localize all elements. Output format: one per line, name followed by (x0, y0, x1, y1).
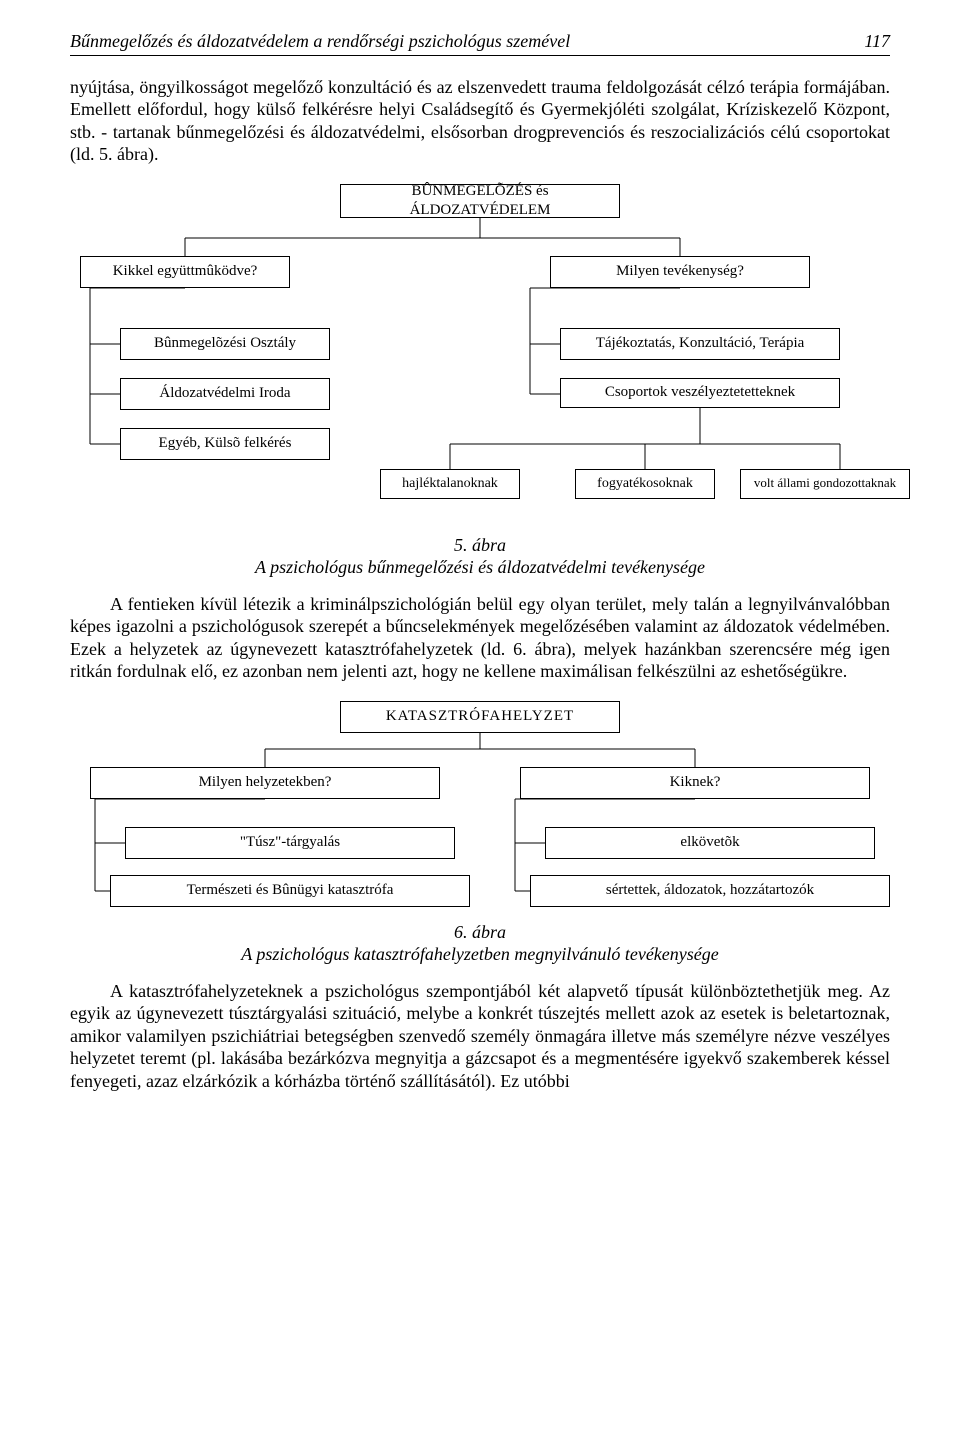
figure-5-caption: 5. ábra A pszichológus bűnmegelőzési és … (70, 534, 890, 579)
fig5-left-3: Egyéb, Külsõ felkérés (120, 428, 330, 460)
fig6-left-2: Természeti és Bûnügyi katasztrófa (110, 875, 470, 907)
fig5-right-2: Csoportok veszélyeztetetteknek (560, 378, 840, 408)
fig6-left-question: Milyen helyzetekben? (90, 767, 440, 799)
fig5-left-1: Bûnmegelõzési Osztály (120, 328, 330, 360)
figure-5-title: A pszichológus bűnmegelőzési és áldozatv… (255, 557, 705, 577)
fig5-right-question: Milyen tevékenység? (550, 256, 810, 288)
figure-6-caption: 6. ábra A pszichológus katasztrófahelyze… (70, 921, 890, 966)
paragraph-1: nyújtása, öngyilkosságot megelőző konzul… (70, 76, 890, 166)
paragraph-3: A katasztrófahelyzeteknek a pszichológus… (70, 980, 890, 1093)
running-title: Bűnmegelőzés és áldozatvédelem a rendőrs… (70, 30, 570, 53)
fig5-leaf-3: volt állami gondozottaknak (740, 469, 910, 499)
fig5-leaf-2: fogyatékosoknak (575, 469, 715, 499)
page-number: 117 (864, 30, 890, 53)
paragraph-2: A fentieken kívül létezik a kriminálpszi… (70, 593, 890, 683)
fig6-right-2: sértettek, áldozatok, hozzátartozók (530, 875, 890, 907)
figure-6-title: A pszichológus katasztrófahelyzetben meg… (241, 944, 719, 964)
fig6-left-1: "Túsz"-tárgyalás (125, 827, 455, 859)
fig6-root: KATASZTRÓFAHELYZET (340, 701, 620, 733)
fig5-right-1: Tájékoztatás, Konzultáció, Terápia (560, 328, 840, 360)
figure-5-diagram: BÛNMEGELÕZÉS és ÁLDOZATVÉDELEM Kikkel eg… (70, 184, 890, 524)
figure-6-diagram: KATASZTRÓFAHELYZET Milyen helyzetekben? … (70, 701, 890, 911)
fig6-right-1: elkövetõk (545, 827, 875, 859)
figure-6-number: 6. ábra (454, 922, 506, 942)
figure-5-number: 5. ábra (454, 535, 506, 555)
fig5-root: BÛNMEGELÕZÉS és ÁLDOZATVÉDELEM (340, 184, 620, 218)
fig5-left-question: Kikkel együttmûködve? (80, 256, 290, 288)
fig5-left-2: Áldozatvédelmi Iroda (120, 378, 330, 410)
header-rule (70, 55, 890, 56)
fig5-leaf-1: hajléktalanoknak (380, 469, 520, 499)
fig6-right-question: Kiknek? (520, 767, 870, 799)
